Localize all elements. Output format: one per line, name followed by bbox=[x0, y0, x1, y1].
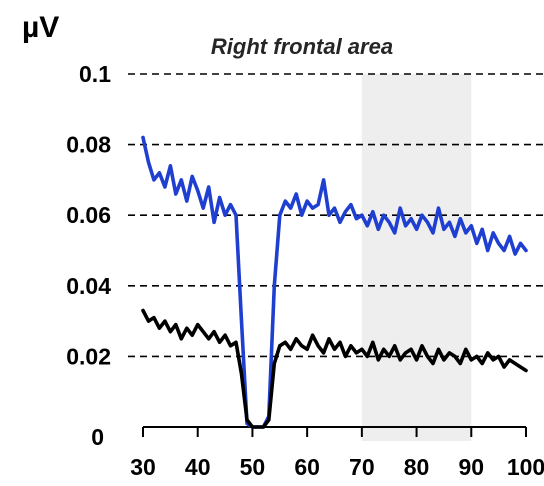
highlight-band bbox=[361, 74, 472, 441]
chart-title: Right frontal area bbox=[211, 34, 393, 59]
series-line-1 bbox=[141, 135, 528, 429]
tick-label-layer: 0.02 0.04 0.06 0.08 0.1 0 30 40 50 60 70 80 90 100 bbox=[66, 61, 544, 480]
y-unit-label: µV bbox=[22, 11, 59, 44]
x-tick-label: 60 bbox=[294, 454, 320, 480]
y-tick-label-zero: 0 bbox=[91, 424, 104, 450]
y-tick-label: 0.06 bbox=[66, 202, 111, 228]
x-tick-label: 30 bbox=[130, 454, 156, 480]
series-line-2 bbox=[141, 308, 528, 429]
y-tick-label: 0.08 bbox=[66, 132, 111, 158]
x-tick-label: 40 bbox=[185, 454, 211, 480]
x-tick-label: 70 bbox=[349, 454, 375, 480]
x-tick-label: 50 bbox=[240, 454, 266, 480]
series-layer bbox=[141, 135, 528, 429]
highlight-band-layer bbox=[361, 74, 472, 441]
x-tick-label: 100 bbox=[507, 454, 544, 480]
x-axis bbox=[142, 426, 527, 437]
y-tick-label: 0.04 bbox=[66, 273, 111, 299]
x-tick-label: 80 bbox=[404, 454, 430, 480]
x-tick-label: 90 bbox=[458, 454, 484, 480]
y-tick-label: 0.02 bbox=[66, 343, 111, 369]
y-tick-label: 0.1 bbox=[79, 61, 111, 87]
